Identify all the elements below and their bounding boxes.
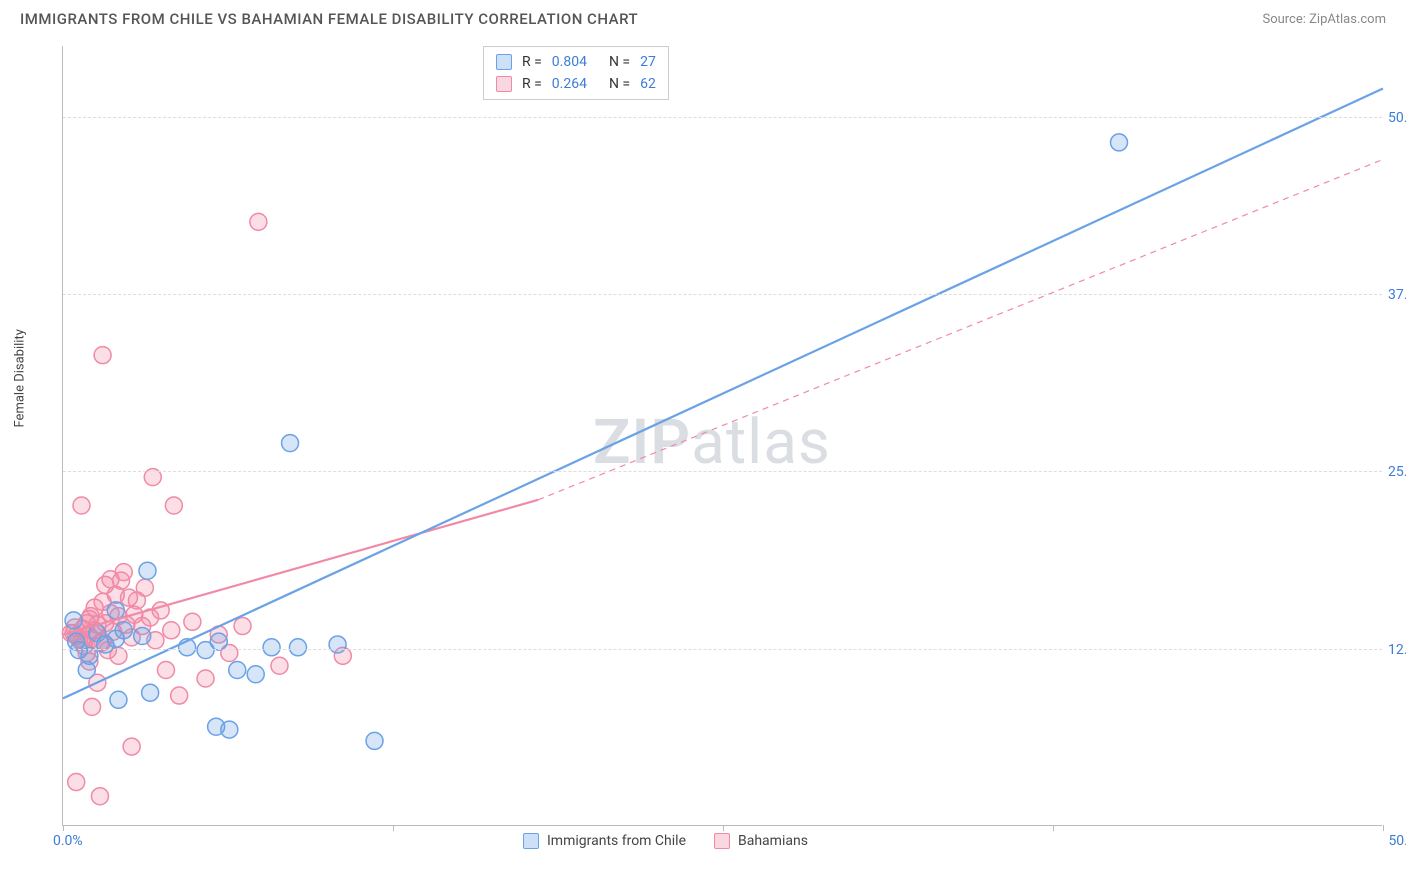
- scatter-chart: ZIPatlas R = 0.804 N = 27 R = 0.264 N = …: [62, 46, 1382, 826]
- correlation-legend: R = 0.804 N = 27 R = 0.264 N = 62: [483, 46, 669, 100]
- x-tick-mark: [393, 825, 394, 831]
- data-point-chile: [110, 691, 127, 708]
- data-point-chile: [107, 602, 124, 619]
- gridline: 25.0%: [63, 471, 1382, 472]
- data-point-chile: [115, 622, 132, 639]
- data-point-chile: [208, 718, 225, 735]
- data-point-bahamians: [136, 579, 153, 596]
- data-point-bahamians: [157, 662, 174, 679]
- data-point-chile: [210, 633, 227, 650]
- legend-n-label-2: N =: [609, 76, 630, 92]
- data-point-bahamians: [73, 497, 90, 514]
- y-axis-label: Female Disability: [13, 329, 28, 427]
- x-tick-mark: [723, 825, 724, 831]
- data-point-bahamians: [115, 564, 132, 581]
- data-point-bahamians: [123, 738, 140, 755]
- legend-row-bahamians: R = 0.264 N = 62: [496, 73, 656, 95]
- x-tick-mark: [1053, 825, 1054, 831]
- data-point-bahamians: [184, 613, 201, 630]
- data-point-bahamians: [165, 497, 182, 514]
- plot-svg: [63, 46, 1382, 825]
- data-point-chile: [139, 562, 156, 579]
- legend-chile-n: 27: [640, 54, 656, 70]
- data-point-chile: [247, 666, 264, 683]
- gridline: 37.5%: [63, 294, 1382, 295]
- data-point-bahamians: [234, 618, 251, 635]
- data-point-chile: [282, 435, 299, 452]
- data-point-bahamians: [94, 347, 111, 364]
- trendline-bahamians: [63, 500, 538, 635]
- swatch-bahamians: [496, 76, 512, 92]
- data-point-chile: [65, 612, 82, 629]
- source-name: ZipAtlas.com: [1309, 12, 1386, 27]
- data-point-chile: [134, 627, 151, 644]
- legend-r-label: R =: [522, 54, 542, 70]
- swatch-chile-b: [523, 833, 539, 849]
- legend-label-chile: Immigrants from Chile: [547, 833, 686, 849]
- legend-item-bahamians: Bahamians: [714, 833, 808, 849]
- gridline: 50.0%: [63, 117, 1382, 118]
- swatch-bahamians-b: [714, 833, 730, 849]
- legend-n-label: N =: [609, 54, 630, 70]
- legend-label-bahamians: Bahamians: [738, 833, 808, 849]
- data-point-bahamians: [171, 687, 188, 704]
- data-point-bahamians: [250, 213, 267, 230]
- source-prefix: Source:: [1262, 12, 1309, 27]
- chart-title: IMMIGRANTS FROM CHILE VS BAHAMIAN FEMALE…: [20, 10, 638, 28]
- legend-row-chile: R = 0.804 N = 27: [496, 51, 656, 73]
- data-point-bahamians: [163, 622, 180, 639]
- gridline: 12.5%: [63, 649, 1382, 650]
- y-tick-label: 25.0%: [1388, 464, 1406, 480]
- data-point-chile: [142, 684, 159, 701]
- source-credit: Source: ZipAtlas.com: [1262, 12, 1386, 27]
- chart-header: IMMIGRANTS FROM CHILE VS BAHAMIAN FEMALE…: [0, 0, 1406, 34]
- data-point-bahamians: [91, 788, 108, 805]
- y-tick-label: 12.5%: [1388, 642, 1406, 658]
- legend-bahamians-n: 62: [640, 76, 656, 92]
- swatch-chile: [496, 54, 512, 70]
- series-legend: Immigrants from Chile Bahamians: [523, 833, 808, 849]
- data-point-bahamians: [84, 698, 101, 715]
- trendline-dash-bahamians: [538, 159, 1383, 499]
- data-point-bahamians: [197, 670, 214, 687]
- data-point-chile: [1111, 134, 1128, 151]
- data-point-chile: [263, 639, 280, 656]
- x-tick-50: 50.0%: [1388, 833, 1406, 849]
- data-point-chile: [229, 662, 246, 679]
- data-point-bahamians: [271, 657, 288, 674]
- legend-chile-r: 0.804: [552, 54, 587, 70]
- data-point-chile: [78, 662, 95, 679]
- x-tick-0: 0.0%: [53, 833, 83, 849]
- legend-bahamians-r: 0.264: [552, 76, 587, 92]
- y-tick-label: 50.0%: [1388, 110, 1406, 126]
- x-tick-mark: [63, 825, 64, 831]
- data-point-chile: [329, 636, 346, 653]
- data-point-bahamians: [68, 774, 85, 791]
- legend-item-chile: Immigrants from Chile: [523, 833, 686, 849]
- data-point-chile: [289, 639, 306, 656]
- legend-r-label-2: R =: [522, 76, 542, 92]
- data-point-chile: [366, 732, 383, 749]
- x-tick-mark: [1383, 825, 1384, 831]
- y-tick-label: 37.5%: [1388, 287, 1406, 303]
